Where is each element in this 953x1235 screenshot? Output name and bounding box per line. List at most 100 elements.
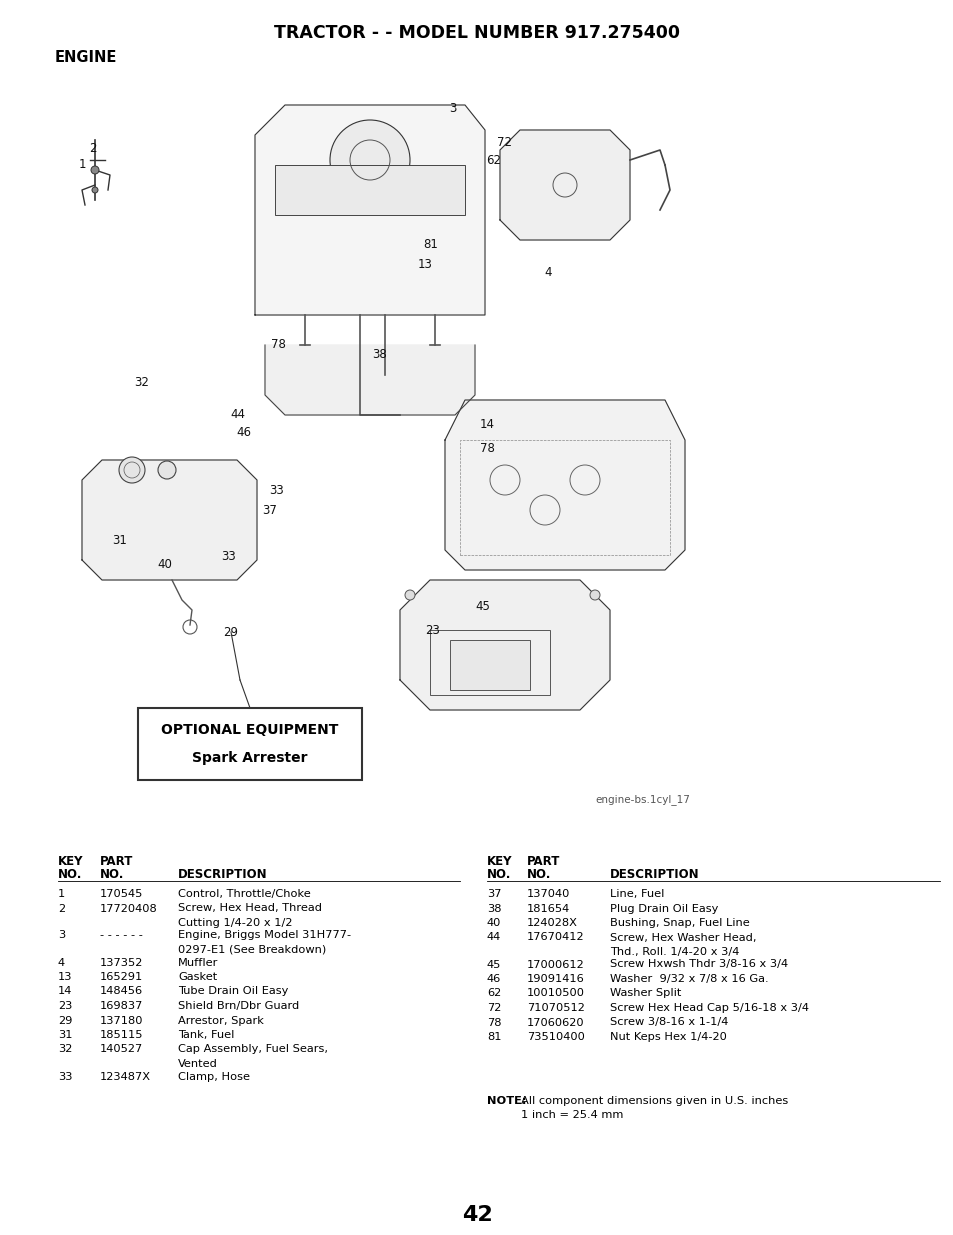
Text: 31: 31 bbox=[58, 1030, 72, 1040]
Text: 1: 1 bbox=[78, 158, 86, 172]
Text: Screw Hxwsh Thdr 3/8-16 x 3/4: Screw Hxwsh Thdr 3/8-16 x 3/4 bbox=[609, 960, 787, 969]
Text: 33: 33 bbox=[221, 550, 236, 562]
Text: Shield Brn/Dbr Guard: Shield Brn/Dbr Guard bbox=[178, 1002, 299, 1011]
Text: 37: 37 bbox=[486, 889, 501, 899]
Text: 38: 38 bbox=[373, 348, 387, 362]
Circle shape bbox=[330, 120, 410, 200]
Text: ENGINE: ENGINE bbox=[55, 51, 117, 65]
Text: 17060620: 17060620 bbox=[526, 1018, 584, 1028]
Text: NOTE:: NOTE: bbox=[486, 1095, 526, 1107]
Text: Gasket: Gasket bbox=[178, 972, 217, 982]
Text: 2: 2 bbox=[58, 904, 65, 914]
Text: 46: 46 bbox=[236, 426, 252, 438]
Text: All component dimensions given in U.S. inches: All component dimensions given in U.S. i… bbox=[520, 1095, 787, 1107]
Text: PART: PART bbox=[526, 855, 559, 868]
Text: 17000612: 17000612 bbox=[526, 960, 584, 969]
Text: DESCRIPTION: DESCRIPTION bbox=[609, 868, 699, 881]
Text: Cap Assembly, Fuel Sears,: Cap Assembly, Fuel Sears, bbox=[178, 1045, 328, 1055]
Bar bbox=[274, 165, 464, 215]
Text: 185115: 185115 bbox=[100, 1030, 143, 1040]
Polygon shape bbox=[399, 580, 609, 710]
Text: 2: 2 bbox=[90, 142, 96, 154]
Polygon shape bbox=[265, 345, 475, 415]
Text: 137180: 137180 bbox=[100, 1015, 143, 1025]
Text: 170545: 170545 bbox=[100, 889, 143, 899]
Text: 73510400: 73510400 bbox=[526, 1032, 584, 1042]
Text: 33: 33 bbox=[58, 1072, 72, 1082]
Text: 1 inch = 25.4 mm: 1 inch = 25.4 mm bbox=[520, 1110, 622, 1120]
Text: 78: 78 bbox=[271, 338, 285, 352]
Text: 137352: 137352 bbox=[100, 957, 143, 967]
Text: - - - - - -: - - - - - - bbox=[100, 930, 143, 941]
Text: Engine, Briggs Model 31H777-: Engine, Briggs Model 31H777- bbox=[178, 930, 351, 941]
Text: 10010500: 10010500 bbox=[526, 988, 584, 999]
Circle shape bbox=[91, 165, 99, 174]
Text: 72: 72 bbox=[497, 137, 512, 149]
Text: Nut Keps Hex 1/4-20: Nut Keps Hex 1/4-20 bbox=[609, 1032, 726, 1042]
Text: Bushing, Snap, Fuel Line: Bushing, Snap, Fuel Line bbox=[609, 918, 749, 927]
Text: 31: 31 bbox=[112, 534, 128, 547]
Text: Screw 3/8-16 x 1-1/4: Screw 3/8-16 x 1-1/4 bbox=[609, 1018, 727, 1028]
Text: 169837: 169837 bbox=[100, 1002, 143, 1011]
Text: Screw, Hex Washer Head,: Screw, Hex Washer Head, bbox=[609, 932, 756, 942]
Bar bbox=[459, 440, 669, 555]
Text: Washer  9/32 x 7/8 x 16 Ga.: Washer 9/32 x 7/8 x 16 Ga. bbox=[609, 974, 768, 984]
Text: OPTIONAL EQUIPMENT: OPTIONAL EQUIPMENT bbox=[161, 722, 338, 737]
Text: 45: 45 bbox=[486, 960, 501, 969]
Text: Plug Drain Oil Easy: Plug Drain Oil Easy bbox=[609, 904, 718, 914]
Circle shape bbox=[589, 590, 599, 600]
Text: 13: 13 bbox=[58, 972, 72, 982]
Text: 14: 14 bbox=[58, 987, 72, 997]
Text: engine-bs.1cyl_17: engine-bs.1cyl_17 bbox=[595, 794, 689, 805]
Text: 38: 38 bbox=[486, 904, 501, 914]
Text: 44: 44 bbox=[231, 408, 245, 420]
Text: 1: 1 bbox=[58, 889, 65, 899]
Text: Screw, Hex Head, Thread: Screw, Hex Head, Thread bbox=[178, 904, 322, 914]
Text: Clamp, Hose: Clamp, Hose bbox=[178, 1072, 250, 1082]
Text: 137040: 137040 bbox=[526, 889, 570, 899]
Text: 123487X: 123487X bbox=[100, 1072, 151, 1082]
Text: 165291: 165291 bbox=[100, 972, 143, 982]
Text: 3: 3 bbox=[58, 930, 65, 941]
Text: 13: 13 bbox=[417, 258, 432, 272]
Circle shape bbox=[91, 186, 98, 193]
Text: 14: 14 bbox=[479, 419, 494, 431]
Text: Vented: Vented bbox=[178, 1058, 217, 1070]
Text: Screw Hex Head Cap 5/16-18 x 3/4: Screw Hex Head Cap 5/16-18 x 3/4 bbox=[609, 1003, 808, 1013]
Text: 17670412: 17670412 bbox=[526, 932, 584, 942]
Text: Tube Drain Oil Easy: Tube Drain Oil Easy bbox=[178, 987, 288, 997]
Text: 23: 23 bbox=[58, 1002, 72, 1011]
Text: 81: 81 bbox=[486, 1032, 501, 1042]
Text: Washer Split: Washer Split bbox=[609, 988, 680, 999]
Text: 181654: 181654 bbox=[526, 904, 570, 914]
Text: Thd., Roll. 1/4-20 x 3/4: Thd., Roll. 1/4-20 x 3/4 bbox=[609, 947, 739, 957]
Circle shape bbox=[119, 457, 145, 483]
Bar bbox=[430, 630, 550, 695]
Polygon shape bbox=[444, 400, 684, 571]
Polygon shape bbox=[82, 459, 256, 580]
Text: 40: 40 bbox=[157, 558, 172, 572]
Text: 0297-E1 (See Breakdown): 0297-E1 (See Breakdown) bbox=[178, 945, 326, 955]
Text: 32: 32 bbox=[134, 375, 150, 389]
Text: 45: 45 bbox=[475, 600, 490, 614]
Text: 42: 42 bbox=[461, 1205, 492, 1225]
Circle shape bbox=[405, 590, 415, 600]
Text: 46: 46 bbox=[486, 974, 500, 984]
Text: 71070512: 71070512 bbox=[526, 1003, 584, 1013]
Polygon shape bbox=[254, 105, 484, 315]
Text: KEY: KEY bbox=[486, 855, 512, 868]
Text: Control, Throttle/Choke: Control, Throttle/Choke bbox=[178, 889, 311, 899]
Text: 4: 4 bbox=[58, 957, 65, 967]
Text: 81: 81 bbox=[423, 237, 438, 251]
Text: NO.: NO. bbox=[58, 868, 82, 881]
Text: DESCRIPTION: DESCRIPTION bbox=[178, 868, 268, 881]
Text: PART: PART bbox=[100, 855, 133, 868]
Text: 44: 44 bbox=[486, 932, 500, 942]
Polygon shape bbox=[499, 130, 629, 240]
Text: 124028X: 124028X bbox=[526, 918, 578, 927]
Bar bbox=[138, 708, 361, 781]
Text: NO.: NO. bbox=[100, 868, 124, 881]
Text: 33: 33 bbox=[270, 483, 284, 496]
Text: 29: 29 bbox=[223, 625, 238, 638]
Bar bbox=[450, 640, 530, 690]
